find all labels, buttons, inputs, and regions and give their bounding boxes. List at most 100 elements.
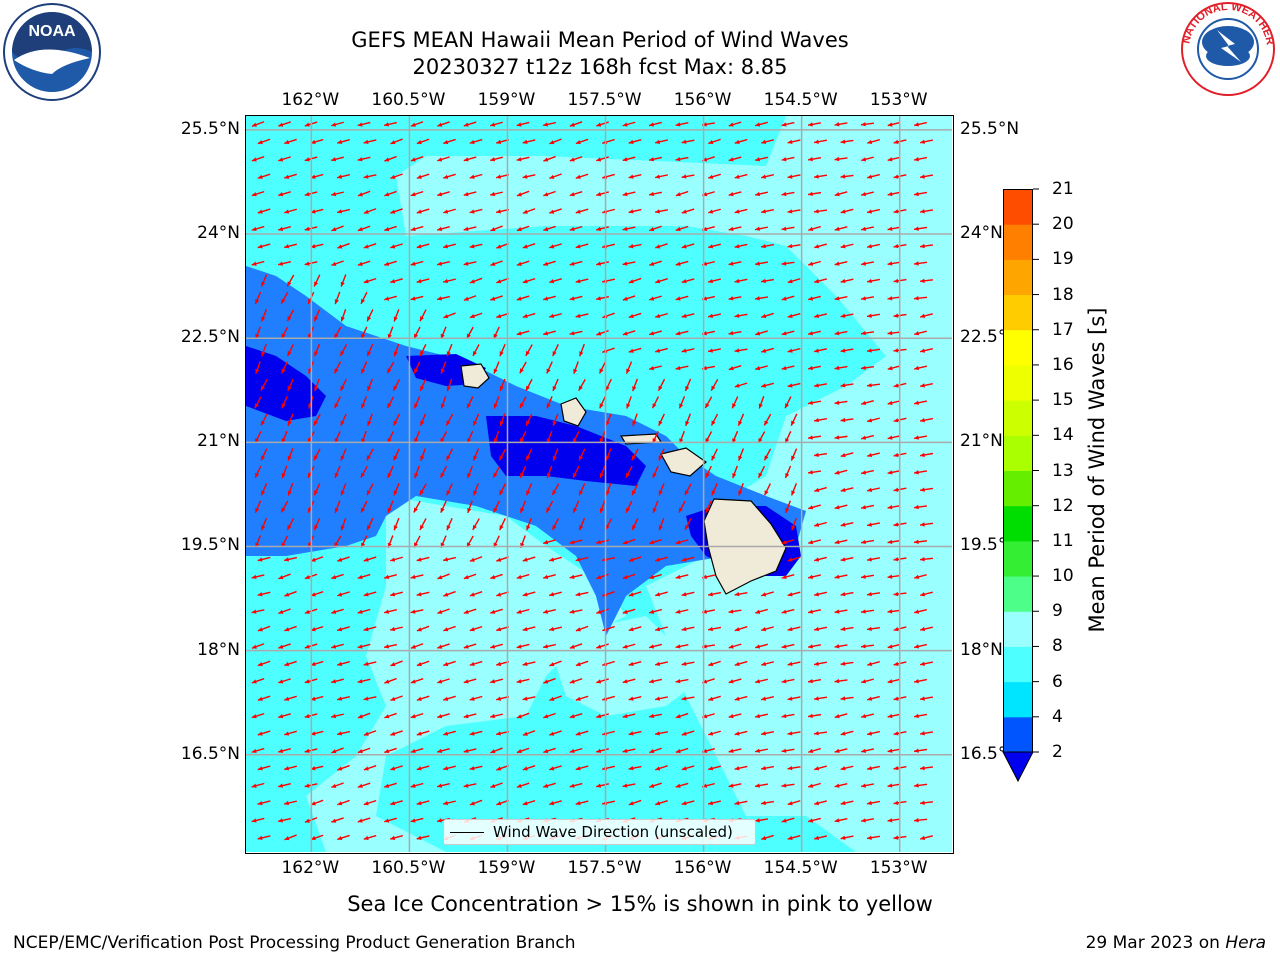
wave-direction-arrow	[649, 260, 662, 266]
wave-direction-arrow	[732, 465, 738, 479]
wave-direction-arrow	[384, 608, 397, 614]
wave-direction-arrow	[728, 261, 742, 266]
wave-direction-arrow	[384, 712, 397, 719]
wave-direction-arrow	[867, 417, 880, 423]
wave-direction-arrow	[410, 782, 424, 788]
wave-direction-arrow	[440, 361, 447, 374]
wave-direction-arrow	[413, 326, 421, 339]
wave-direction-arrow	[472, 518, 480, 531]
wave-direction-arrow	[654, 209, 669, 214]
wave-direction-arrow	[861, 748, 874, 753]
wave-direction-arrow	[499, 518, 506, 531]
wave-direction-arrow	[887, 818, 901, 823]
wave-direction-arrow	[490, 782, 503, 789]
footer-host: Hera	[1225, 933, 1266, 953]
wave-direction-arrow	[652, 465, 659, 479]
wave-direction-arrow	[543, 608, 556, 614]
wave-direction-arrow	[628, 591, 642, 597]
wave-direction-arrow	[761, 382, 774, 388]
wave-direction-arrow	[913, 296, 928, 301]
lon-tick-top: 162°W	[281, 90, 340, 110]
wave-direction-arrow	[866, 591, 881, 597]
wave-direction-arrow	[387, 500, 394, 514]
wave-direction-arrow	[734, 730, 748, 736]
wave-direction-arrow	[331, 191, 344, 197]
wave-direction-arrow	[734, 591, 748, 597]
wave-direction-arrow	[631, 448, 639, 461]
wave-direction-arrow	[546, 361, 553, 374]
wave-direction-arrow	[628, 277, 642, 284]
wave-direction-arrow	[339, 344, 348, 357]
wave-direction-arrow	[649, 539, 662, 545]
wave-direction-arrow	[257, 695, 271, 701]
colorbar-label: Mean Period of Wind Waves [s]	[1085, 307, 1109, 633]
wave-direction-arrow	[840, 417, 854, 423]
wave-direction-arrow	[496, 695, 509, 701]
wave-direction-arrow	[808, 295, 821, 301]
wave-direction-arrow	[919, 522, 934, 527]
wave-direction-arrow	[463, 261, 477, 266]
colorbar-segment	[1003, 224, 1033, 260]
wave-direction-arrow	[310, 799, 324, 806]
wave-direction-arrow	[675, 747, 689, 754]
wave-direction-arrow	[861, 226, 874, 231]
wave-direction-arrow	[596, 261, 609, 266]
wave-direction-arrow	[331, 573, 344, 580]
wave-direction-arrow	[919, 487, 934, 492]
wave-direction-arrow	[255, 361, 261, 374]
wave-direction-arrow	[675, 782, 689, 788]
wave-direction-arrow	[516, 121, 530, 127]
wave-direction-arrow	[784, 396, 792, 409]
wave-direction-arrow	[761, 591, 774, 597]
wave-direction-arrow	[334, 465, 341, 479]
wave-direction-arrow	[861, 713, 874, 719]
wave-direction-arrow	[469, 625, 483, 632]
wave-direction-arrow	[887, 678, 901, 684]
wave-direction-arrow	[443, 800, 456, 806]
wave-direction-arrow	[913, 226, 928, 231]
wave-direction-arrow	[760, 765, 775, 771]
chart-subtitle: 20230327 t12z 168h fcst Max: 8.85	[412, 55, 788, 79]
wave-direction-arrow	[390, 800, 403, 806]
wave-direction-arrow	[840, 591, 854, 597]
wave-direction-arrow	[675, 365, 689, 371]
wave-direction-arrow	[914, 365, 927, 371]
wave-direction-arrow	[357, 712, 371, 719]
wave-direction-arrow	[284, 173, 297, 179]
wave-direction-arrow	[496, 799, 509, 806]
wave-direction-arrow	[781, 713, 795, 719]
wave-direction-arrow	[710, 413, 719, 426]
wave-direction-arrow	[281, 396, 288, 409]
wave-direction-arrow	[516, 573, 530, 580]
wave-direction-arrow	[337, 173, 350, 179]
wave-direction-arrow	[840, 243, 854, 249]
wave-direction-arrow	[278, 226, 291, 232]
wave-direction-arrow	[681, 243, 695, 249]
field-region-dark-west	[246, 346, 326, 421]
wave-direction-arrow	[808, 225, 821, 232]
wave-direction-arrow	[337, 139, 350, 145]
wave-direction-arrow	[622, 156, 636, 162]
wave-direction-arrow	[492, 465, 501, 479]
wave-direction-arrow	[737, 448, 745, 461]
wave-direction-arrow	[287, 448, 294, 461]
wave-direction-arrow	[919, 209, 934, 214]
colorbar-segment	[1003, 611, 1033, 647]
wave-direction-arrow	[755, 156, 768, 162]
wave-direction-arrow	[331, 678, 344, 684]
wave-direction-arrow	[522, 661, 536, 666]
wave-direction-arrow	[496, 556, 509, 562]
wave-direction-arrow	[866, 348, 881, 353]
wave-direction-arrow	[760, 243, 775, 249]
wave-direction-arrow	[913, 191, 928, 197]
wave-direction-arrow	[469, 660, 483, 667]
wave-direction-arrow	[781, 678, 795, 684]
lat-tick-right: 24°N	[960, 223, 1003, 244]
wave-direction-arrow	[761, 696, 774, 701]
wave-direction-arrow	[339, 378, 348, 392]
wave-direction-arrow	[543, 190, 556, 197]
wave-direction-arrow	[596, 191, 609, 197]
wave-direction-arrow	[410, 747, 424, 754]
wave-direction-arrow	[419, 344, 427, 357]
wave-direction-arrow	[575, 730, 589, 736]
